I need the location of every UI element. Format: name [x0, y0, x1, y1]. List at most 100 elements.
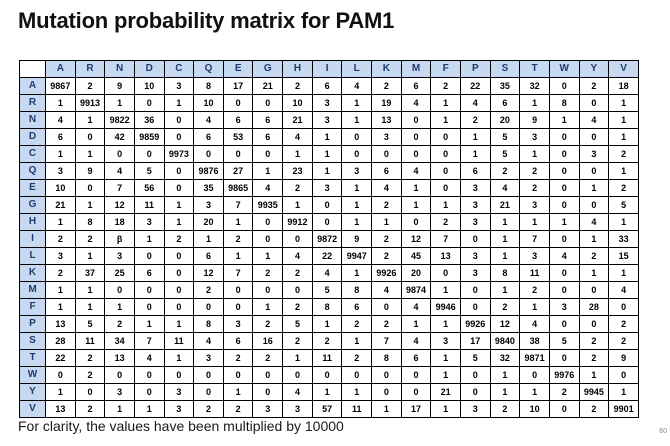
matrix-cell: 1 [74, 145, 106, 163]
table-row: N 4 1 9822 36 0 4 6 6 21 3 1 13 0 1 2 20 9 1 4 1 [19, 111, 639, 129]
matrix-cell: 16 [252, 332, 284, 350]
matrix-cell: 0 [548, 281, 580, 299]
matrix-cell: 0 [548, 162, 580, 180]
matrix-cell: 4 [282, 247, 313, 265]
matrix-cell: 13 [371, 111, 402, 129]
column-header-k: K [371, 60, 402, 78]
matrix-cell: 4 [459, 94, 491, 112]
matrix-cell: 7 [430, 230, 461, 248]
table-row: E 10 0 7 56 0 35 9865 4 2 3 1 4 1 0 3 4 2 0 1 2 [19, 179, 639, 197]
matrix-cell: β [104, 230, 135, 248]
matrix-cell: 0 [400, 145, 432, 163]
matrix-cell: 1 [311, 128, 343, 146]
matrix-cell: 1 [252, 162, 284, 180]
matrix-cell: 1 [45, 383, 76, 401]
matrix-cell: 1 [608, 213, 639, 231]
matrix-cell: 2 [222, 400, 254, 418]
matrix-cell: 9859 [133, 128, 165, 146]
matrix-cell: 4 [341, 77, 373, 95]
matrix-cell: 13 [430, 247, 461, 265]
matrix-cell: 0 [133, 247, 165, 265]
matrix-cell: 9840 [489, 332, 521, 350]
matrix-cell: 21 [282, 111, 313, 129]
matrix-cell: 2 [252, 349, 284, 367]
matrix-cell: 42 [104, 128, 135, 146]
matrix-cell: 0 [163, 298, 195, 316]
matrix-cell: 2 [578, 247, 610, 265]
matrix-cell: 1 [341, 111, 373, 129]
matrix-cell: 0 [400, 366, 432, 384]
matrix-cell: 2 [282, 77, 313, 95]
matrix-cell: 21 [45, 196, 76, 214]
matrix-cell: 8 [371, 349, 402, 367]
matrix-cell: 8 [193, 77, 224, 95]
matrix-cell: 1 [519, 213, 550, 231]
matrix-cell: 2 [163, 230, 195, 248]
matrix-cell: 10 [282, 94, 313, 112]
matrix-cell: 1 [459, 128, 491, 146]
matrix-cell: 1 [548, 213, 580, 231]
matrix-cell: 13 [45, 315, 76, 333]
column-header-a: A [45, 60, 76, 78]
matrix-cell: 0 [252, 145, 284, 163]
matrix-cell: 0 [163, 264, 195, 282]
column-header-g: G [252, 60, 284, 78]
matrix-cell: 9973 [163, 145, 195, 163]
matrix-cell: 32 [519, 77, 550, 95]
matrix-cell: 0 [163, 111, 195, 129]
matrix-cell: 2 [489, 298, 521, 316]
matrix-cell: 0 [548, 400, 580, 418]
matrix-cell: 0 [430, 179, 461, 197]
matrix-cell: 22 [459, 77, 491, 95]
matrix-cell: 13 [45, 400, 76, 418]
matrix-cell: 4 [252, 179, 284, 197]
matrix-cell: 1 [400, 179, 432, 197]
matrix-cell: 9926 [459, 315, 491, 333]
matrix-cell: 2 [45, 264, 76, 282]
matrix-cell: 1 [489, 230, 521, 248]
matrix-cell: 2 [519, 162, 550, 180]
matrix-cell: 9822 [104, 111, 135, 129]
matrix-cell: 4 [133, 349, 165, 367]
row-header-e: E [19, 179, 46, 197]
row-header-q: Q [19, 162, 46, 180]
matrix-cell: 1 [578, 179, 610, 197]
matrix-cell: 1 [489, 383, 521, 401]
table-row: W 0 2 0 0 0 0 0 0 0 0 0 0 0 1 0 1 0 9976 1 0 [19, 366, 639, 384]
matrix-cell: 56 [133, 179, 165, 197]
matrix-cell: 20 [193, 213, 224, 231]
matrix-cell: 32 [489, 349, 521, 367]
matrix-cell: 0 [430, 162, 461, 180]
matrix-cell: 11 [519, 264, 550, 282]
column-header-p: P [459, 60, 491, 78]
matrix-cell: 21 [489, 196, 521, 214]
matrix-cell: 18 [608, 77, 639, 95]
matrix-cell: 0 [371, 383, 402, 401]
table-row: V 13 2 1 1 3 2 2 3 3 57 11 1 17 1 3 2 10 0 2 9901 [19, 400, 639, 418]
matrix-cell: 17 [222, 77, 254, 95]
matrix-cell: 1 [252, 247, 284, 265]
matrix-cell: 4 [578, 213, 610, 231]
matrix-cell: 6 [222, 332, 254, 350]
matrix-cell: 0 [430, 264, 461, 282]
matrix-cell: 0 [430, 145, 461, 163]
matrix-cell: 1 [608, 162, 639, 180]
matrix-cell: 1 [311, 383, 343, 401]
table-row: R 1 9913 1 0 1 10 0 0 10 3 1 19 4 1 4 6 1 8 0 1 [19, 94, 639, 112]
matrix-cell: 2 [104, 315, 135, 333]
matrix-cell: 2 [74, 77, 106, 95]
matrix-cell: 3 [163, 400, 195, 418]
matrix-cell: 9865 [222, 179, 254, 197]
matrix-cell: 6 [252, 111, 284, 129]
matrix-cell: 1 [222, 383, 254, 401]
matrix-cell: 8 [548, 94, 580, 112]
matrix-cell: 6 [45, 128, 76, 146]
matrix-cell: 3 [311, 111, 343, 129]
matrix-cell: 3 [282, 400, 313, 418]
matrix-cell: 0 [548, 128, 580, 146]
matrix-cell: 1 [104, 400, 135, 418]
matrix-cell: 2 [222, 230, 254, 248]
matrix-cell: 3 [193, 196, 224, 214]
